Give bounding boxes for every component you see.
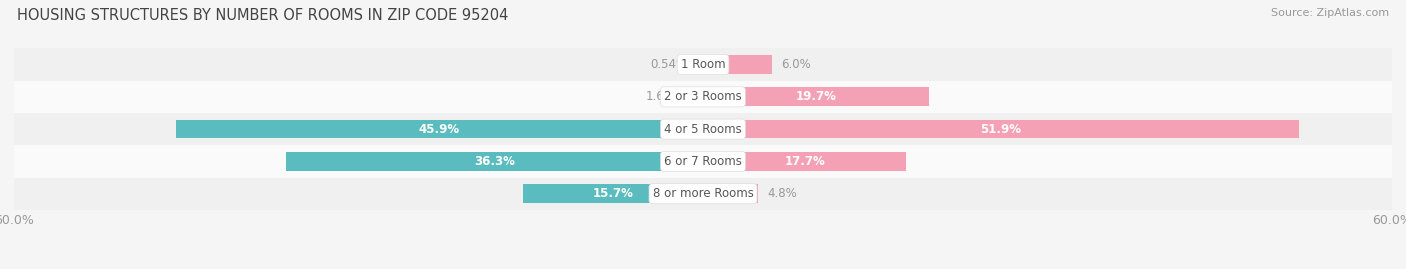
- Text: 6.0%: 6.0%: [782, 58, 811, 71]
- Bar: [685, 87, 703, 106]
- Text: 19.7%: 19.7%: [796, 90, 837, 103]
- Bar: [697, 55, 703, 74]
- Bar: [14, 48, 1392, 81]
- Text: 0.54%: 0.54%: [651, 58, 688, 71]
- Bar: [703, 55, 772, 74]
- Text: 51.9%: 51.9%: [980, 123, 1022, 136]
- Text: 1 Room: 1 Room: [681, 58, 725, 71]
- Text: 36.3%: 36.3%: [474, 155, 515, 168]
- Bar: [703, 87, 929, 106]
- Text: 4 or 5 Rooms: 4 or 5 Rooms: [664, 123, 742, 136]
- Bar: [703, 184, 758, 203]
- Bar: [14, 81, 1392, 113]
- Text: HOUSING STRUCTURES BY NUMBER OF ROOMS IN ZIP CODE 95204: HOUSING STRUCTURES BY NUMBER OF ROOMS IN…: [17, 8, 508, 23]
- Text: 8 or more Rooms: 8 or more Rooms: [652, 187, 754, 200]
- Text: Source: ZipAtlas.com: Source: ZipAtlas.com: [1271, 8, 1389, 18]
- Bar: [14, 145, 1392, 178]
- Bar: [14, 178, 1392, 210]
- Text: 6 or 7 Rooms: 6 or 7 Rooms: [664, 155, 742, 168]
- Bar: [287, 152, 703, 171]
- Bar: [14, 113, 1392, 145]
- Text: 17.7%: 17.7%: [785, 155, 825, 168]
- Bar: [523, 184, 703, 203]
- Bar: [176, 120, 703, 139]
- Bar: [703, 152, 907, 171]
- Bar: [703, 120, 1299, 139]
- Text: 45.9%: 45.9%: [419, 123, 460, 136]
- Text: 2 or 3 Rooms: 2 or 3 Rooms: [664, 90, 742, 103]
- Text: 15.7%: 15.7%: [592, 187, 633, 200]
- Text: 1.6%: 1.6%: [645, 90, 675, 103]
- Text: 4.8%: 4.8%: [768, 187, 797, 200]
